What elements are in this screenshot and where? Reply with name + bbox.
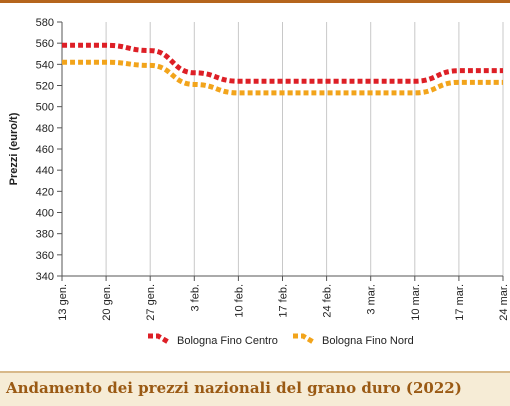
y-tick-label: 420 — [36, 186, 54, 198]
x-tick-label: 10 feb. — [233, 284, 245, 318]
x-tick-label: 17 feb. — [278, 284, 290, 318]
legend-swatch-2 — [293, 333, 317, 346]
y-tick-label: 480 — [36, 123, 54, 135]
top-rule — [0, 0, 510, 3]
y-tick-label: 360 — [36, 250, 54, 262]
legend-label-1: Bologna Fino Centro — [177, 335, 278, 347]
y-tick-label: 400 — [36, 208, 54, 220]
y-tick-label: 580 — [36, 17, 54, 29]
line-chart: 340 360 380 400 420 440 460 480 500 520 540 560 580 P… — [8, 17, 510, 347]
y-tick-label: 340 — [36, 271, 54, 283]
x-tick-label: 3 feb. — [189, 284, 201, 312]
y-tick-label: 460 — [36, 144, 54, 156]
x-tick-label: 10 mar. — [410, 284, 422, 321]
x-tick-label: 17 mar. — [454, 284, 466, 321]
legend-swatch-1 — [148, 333, 172, 346]
x-tick-label: 27 gen. — [145, 284, 157, 321]
y-tick-label: 440 — [36, 165, 54, 177]
series-line-2 — [62, 59, 503, 96]
y-tick-label: 500 — [36, 102, 54, 114]
caption-bar: Andamento dei prezzi nazionali del grano… — [0, 371, 510, 406]
chart-caption: Andamento dei prezzi nazionali del grano… — [6, 379, 462, 397]
legend-label-2: Bologna Fino Nord — [322, 335, 414, 347]
x-tick-label: 24 mar. — [498, 284, 510, 321]
x-tick-label: 13 gen. — [57, 284, 69, 321]
y-tick-label: 520 — [36, 81, 54, 93]
y-tick-label: 540 — [36, 59, 54, 71]
series-line-1 — [61, 42, 503, 84]
x-tick-label: 24 feb. — [322, 284, 334, 318]
y-axis-title: Prezzi (euro/t) — [8, 112, 20, 185]
x-tick-label: 20 gen. — [101, 284, 113, 321]
y-tick-label: 380 — [36, 229, 54, 241]
y-tick-label: 560 — [36, 38, 54, 50]
x-tick-label: 3 mar. — [366, 284, 378, 315]
